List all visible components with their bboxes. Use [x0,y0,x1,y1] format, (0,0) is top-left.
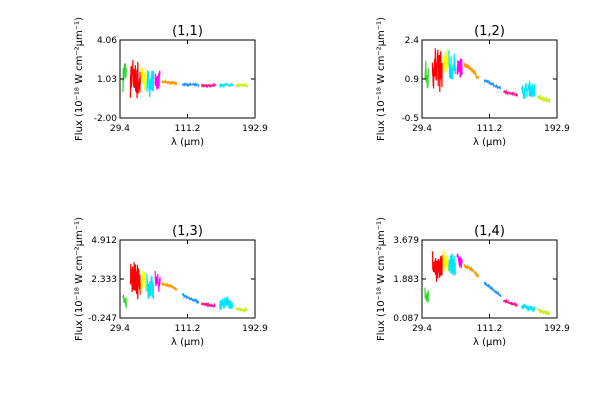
y-tick-label: -2.00 [94,114,118,124]
x-tick-label: 192.9 [242,124,268,134]
series-line-6 [181,81,200,88]
series-line-0 [122,294,127,309]
series-line-6 [181,292,200,305]
y-tick-label: 4.912 [91,236,117,246]
series-line-2 [140,270,147,294]
y-tick-label: 0.9 [405,75,420,85]
x-tick-label: 192.9 [544,124,570,134]
panel-title: (1,2) [474,24,505,39]
panel-title: (1,3) [172,224,203,239]
series-line-5 [463,62,480,80]
y-axis-label: Flux (10⁻¹⁸ W cm⁻²μm⁻¹) [376,17,387,141]
series-line-9 [537,94,551,103]
x-tick-label: 192.9 [242,324,268,334]
panel-(1,4): (1,4) 29.4 111.2 192.9 0.087 1.883 3.679 λ (μm)… [376,217,570,348]
series-line-6 [483,281,502,298]
series-line-4 [456,58,463,78]
series-line-0 [424,60,429,89]
series-line-8 [521,80,536,99]
x-tick-label: 111.2 [477,124,503,134]
y-tick-label: 0.087 [393,314,419,324]
y-tick-label: 4.06 [97,36,117,46]
panel-(1,2): (1,2) 29.4 111.2 192.9 -0.5 0.9 2.4 λ (μm) Flux … [376,17,570,148]
plot-frame [421,239,558,319]
series-line-0 [122,63,127,93]
series-line-2 [140,67,147,91]
y-axis-label: Flux (10⁻¹⁸ W cm⁻²μm⁻¹) [74,217,85,341]
y-axis-label: Flux (10⁻¹⁸ W cm⁻²μm⁻¹) [74,17,85,141]
series-line-9 [235,82,249,89]
series-line-7 [503,89,518,98]
series-line-5 [161,281,178,291]
series-line-3 [146,70,155,98]
y-tick-label: 2.4 [405,36,420,46]
x-axis-label: λ (μm) [171,337,204,348]
series-line-7 [200,301,216,309]
series-line-7 [201,82,216,89]
series-line-1 [431,251,443,282]
x-tick-label: 29.4 [412,324,432,334]
series-line-1 [129,59,141,99]
series-line-2 [442,48,449,73]
x-axis-label: λ (μm) [171,137,204,148]
x-axis-label: λ (μm) [473,337,506,348]
x-tick-label: 111.2 [477,324,503,334]
panel-(1,3): (1,3) 29.4 111.2 192.9 -0.247 2.333 4.912 λ (μm… [74,217,268,348]
series-line-8 [219,81,234,89]
series-group [424,48,551,103]
series-group [122,59,249,99]
y-tick-label: 2.333 [91,275,117,285]
y-tick-label: 1.883 [393,275,419,285]
series-line-3 [146,273,155,300]
series-line-4 [154,270,161,292]
x-tick-label: 192.9 [544,324,570,334]
series-line-9 [537,308,551,316]
series-line-4 [456,253,463,269]
series-line-3 [448,50,457,80]
series-line-2 [442,250,449,273]
series-line-1 [431,48,443,93]
x-axis-label: λ (μm) [473,137,506,148]
panel-(1,1): (1,1) 29.4 111.2 192.9 -2.00 1.03 4.06 λ (μm) Fl… [74,17,268,148]
series-line-0 [424,287,429,303]
y-axis-label: Flux (10⁻¹⁸ W cm⁻²μm⁻¹) [376,217,387,341]
series-line-7 [503,298,518,308]
series-line-6 [484,79,502,90]
series-line-8 [219,296,234,311]
y-tick-label: 3.679 [393,236,419,246]
series-line-1 [129,261,141,300]
x-tick-label: 29.4 [110,324,130,334]
series-line-3 [448,253,456,276]
series-line-8 [521,303,536,312]
x-tick-label: 111.2 [175,324,201,334]
x-tick-label: 111.2 [175,124,201,134]
series-line-5 [161,78,178,86]
panel-title: (1,1) [172,24,203,39]
y-tick-label: -0.5 [401,114,419,124]
series-line-5 [463,263,480,278]
x-tick-label: 29.4 [110,124,130,134]
series-line-4 [154,70,161,90]
y-tick-label: 1.03 [97,75,117,85]
x-tick-label: 29.4 [412,124,432,134]
panel-title: (1,4) [474,224,505,239]
y-tick-label: -0.247 [88,314,117,324]
series-line-9 [235,306,249,314]
series-group [122,261,249,314]
series-group [424,250,551,316]
